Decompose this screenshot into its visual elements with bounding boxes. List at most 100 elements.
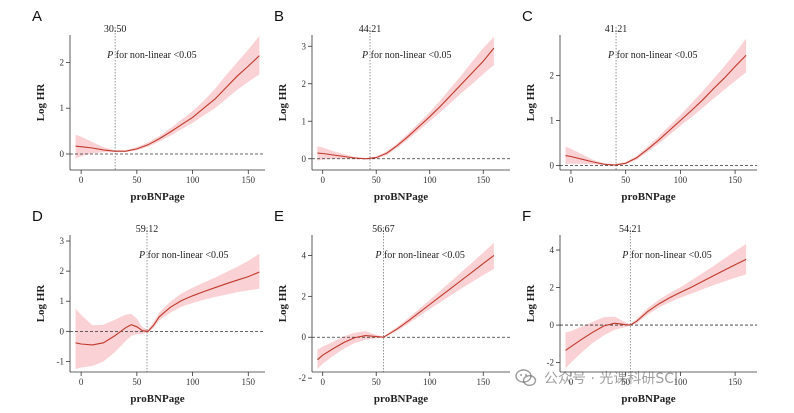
- x-tick-label: 150: [476, 377, 490, 387]
- knot-value-label: 30.50: [104, 24, 127, 35]
- annotation-text: for non-linear <0.05: [113, 50, 196, 61]
- y-tick-label: -2: [299, 373, 307, 383]
- knot-value-label: 54.21: [619, 224, 642, 235]
- nonlinear-annotation: P for non-linear <0.05: [621, 250, 712, 261]
- x-tick-label: 0: [79, 377, 84, 387]
- panel-e: -2 0 2 4 0 50 100 150 proBNPage Log HR E 56.67 P for…: [274, 208, 510, 405]
- confidence-band: [317, 242, 494, 369]
- hr-curve: [317, 47, 495, 160]
- y-tick-label: 3: [60, 236, 65, 246]
- knot-value-label: 41.21: [605, 24, 628, 35]
- annotation-p: P: [621, 250, 628, 261]
- y-axis-title: Log HR: [35, 284, 47, 323]
- x-tick-label: 50: [621, 175, 631, 185]
- panel-letter: F: [522, 208, 531, 225]
- panel-letter: A: [32, 8, 42, 25]
- annotation-text: for non-linear <0.05: [614, 50, 697, 61]
- hr-curve: [317, 254, 495, 361]
- y-tick-label: 2: [550, 71, 555, 81]
- x-tick-label: 150: [728, 377, 742, 387]
- y-tick-label: 4: [302, 250, 307, 260]
- y-tick-label: 2: [302, 291, 307, 301]
- y-tick-label: 2: [60, 57, 65, 67]
- panel-f: -2 0 2 4 0 50 100 150 proBNPage Log HR F 54.21 P for…: [522, 208, 757, 405]
- annotation-p: P: [138, 250, 145, 261]
- y-tick-label: 0: [60, 326, 65, 336]
- x-axis-title: proBNPage: [374, 191, 428, 203]
- hr-curve: [75, 271, 260, 346]
- annotation-p: P: [106, 50, 113, 61]
- x-tick-label: 100: [186, 175, 200, 185]
- nonlinear-annotation: P for non-linear <0.05: [607, 50, 698, 61]
- y-axis-title: Log HR: [525, 284, 537, 323]
- x-tick-label: 100: [423, 175, 437, 185]
- x-axis-title: proBNPage: [374, 393, 428, 405]
- nonlinear-annotation: P for non-linear <0.05: [374, 250, 465, 261]
- x-tick-label: 0: [320, 175, 325, 185]
- y-tick-label: 1: [60, 296, 65, 306]
- hr-curve: [565, 54, 747, 166]
- x-tick-label: 50: [621, 377, 631, 387]
- annotation-p: P: [374, 250, 381, 261]
- y-tick-label: 1: [60, 103, 65, 113]
- panel-letter: D: [32, 208, 43, 225]
- x-tick-label: 150: [476, 175, 490, 185]
- confidence-band: [317, 36, 494, 161]
- knot-value-label: 44.21: [359, 24, 382, 35]
- y-tick-label: 0: [550, 161, 555, 171]
- panel-a: 0 1 2 0 50 100 150 proBNPage Log HR A 30.50 P for n…: [32, 8, 265, 203]
- x-tick-label: 0: [569, 175, 574, 185]
- annotation-p: P: [607, 50, 614, 61]
- x-tick-label: 150: [242, 175, 256, 185]
- nonlinear-annotation: P for non-linear <0.05: [138, 250, 229, 261]
- x-tick-label: 0: [79, 175, 84, 185]
- y-tick-label: 1: [302, 116, 307, 126]
- y-tick-label: 0: [550, 320, 555, 330]
- x-tick-label: 100: [674, 175, 688, 185]
- x-tick-label: 50: [372, 377, 382, 387]
- hr-curve: [565, 258, 747, 351]
- panel-b: 0 1 2 3 0 50 100 150 proBNPage Log HR B 44.21 P for …: [274, 8, 510, 203]
- x-axis-title: proBNPage: [130, 191, 184, 203]
- annotation-text: for non-linear <0.05: [368, 50, 451, 61]
- y-tick-label: 2: [302, 79, 307, 89]
- confidence-band: [75, 253, 260, 369]
- hr-curve: [75, 55, 260, 152]
- y-tick-label: 2: [60, 266, 65, 276]
- x-tick-label: 50: [132, 175, 142, 185]
- annotation-text: for non-linear <0.05: [628, 250, 711, 261]
- x-axis-title: proBNPage: [621, 191, 675, 203]
- annotation-text: for non-linear <0.05: [381, 250, 464, 261]
- nonlinear-annotation: P for non-linear <0.05: [106, 50, 197, 61]
- panel-letter: E: [274, 208, 284, 225]
- x-tick-label: 150: [728, 175, 742, 185]
- x-tick-label: 100: [674, 377, 688, 387]
- x-tick-label: 100: [186, 377, 200, 387]
- confidence-band: [565, 38, 747, 166]
- y-tick-label: 0: [302, 154, 307, 164]
- x-tick-label: 100: [423, 377, 437, 387]
- y-axis-title: Log HR: [35, 83, 47, 122]
- y-tick-label: 2: [550, 283, 555, 293]
- annotation-p: P: [361, 50, 368, 61]
- y-axis-title: Log HR: [525, 83, 537, 122]
- x-axis-title: proBNPage: [621, 393, 675, 405]
- x-tick-label: 0: [320, 377, 325, 387]
- y-tick-label: -1: [57, 356, 65, 366]
- y-axis-title: Log HR: [277, 284, 289, 323]
- y-tick-label: 0: [60, 149, 65, 159]
- panel-letter: C: [522, 8, 533, 25]
- y-tick-label: 3: [302, 41, 307, 51]
- y-tick-label: 1: [550, 116, 555, 126]
- y-axis-title: Log HR: [277, 83, 289, 122]
- y-tick-label: 0: [302, 332, 307, 342]
- x-axis-title: proBNPage: [130, 393, 184, 405]
- panel-letter: B: [274, 8, 284, 25]
- panel-d: -1 0 1 2 3 0 50 100 150 proBNPage Log HR D 59.12 P fo…: [32, 208, 265, 405]
- x-tick-label: 150: [242, 377, 256, 387]
- annotation-text: for non-linear <0.05: [145, 250, 228, 261]
- y-tick-label: 4: [550, 245, 555, 255]
- knot-value-label: 56.67: [372, 224, 395, 235]
- panel-c: 0 1 2 0 50 100 150 proBNPage Log HR C 41.21 P for n…: [522, 8, 757, 203]
